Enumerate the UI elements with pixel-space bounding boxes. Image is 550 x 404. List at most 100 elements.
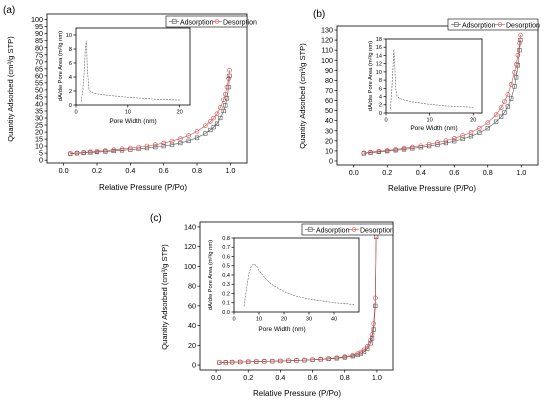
legend-c: Adsorption Desorption <box>301 223 394 236</box>
data-point-desorption-b <box>502 99 507 104</box>
data-point-desorption-b <box>410 144 415 150</box>
data-point-desorption-b <box>443 138 449 143</box>
axis-b-ytick-label: 20 <box>325 136 333 145</box>
axis-a-xtick-label: 1.0 <box>225 166 235 175</box>
data-point-desorption-c <box>373 295 378 301</box>
axis-a-ytick-label: 10 <box>35 142 43 151</box>
data-point-desorption-b <box>418 143 424 149</box>
data-point-desorption-c <box>350 352 356 358</box>
x-axis-label-a: Relative Pressure (P/Po) <box>99 183 187 192</box>
inset-axis-b-ytick-label: 16 <box>376 45 382 51</box>
inset-x-ticks-a: 0 10 20 <box>74 105 183 116</box>
data-point-desorption-c <box>278 358 283 364</box>
inset-axis-c-ytick-label: 0.5 <box>222 264 230 270</box>
x-ticks-a: 0.0 0.2 0.4 0.6 0.8 1.0 <box>59 163 235 175</box>
data-point-desorption-a <box>81 150 86 155</box>
inset-axis-c-ytick-label: 0.3 <box>222 282 230 288</box>
data-point-desorption-b <box>426 141 432 147</box>
inset-axis-b-ytick-label: 12 <box>376 62 382 68</box>
axis-b-ytick-label: 50 <box>325 106 333 115</box>
data-point-desorption-b <box>435 140 440 145</box>
series-line-desorption-a <box>70 70 230 154</box>
plot-frame-a <box>46 13 248 164</box>
inset-x-label-c: Pore Width (nm) <box>258 326 305 333</box>
data-point-adsorption-b <box>435 142 440 147</box>
legend-label-adsorption-c: Adsorption <box>316 228 350 235</box>
inset-axis-a-xtick-label: 0 <box>74 110 77 116</box>
axis-b-xtick-label: 0.0 <box>349 168 359 177</box>
data-point-desorption-c <box>342 354 348 359</box>
axis-a-ytick-label: 15 <box>35 135 43 144</box>
data-point-desorption-c <box>371 321 377 326</box>
axis-b-ytick-label: 110 <box>322 46 333 55</box>
data-point-desorption-a <box>103 148 108 153</box>
data-point-desorption-a <box>161 140 166 146</box>
inset-axis-a-xtick-label: 20 <box>177 110 183 116</box>
data-point-adsorption-b <box>502 110 507 115</box>
inset-axis-b-ytick-label: 2 <box>379 103 382 109</box>
data-point-adsorption-c <box>373 303 378 308</box>
axis-a-ytick-label: 60 <box>35 71 43 80</box>
axis-a-xtick-label: 0.6 <box>159 166 169 175</box>
data-point-desorption-a <box>136 144 141 150</box>
data-point-adsorption-a <box>194 135 200 140</box>
data-point-desorption-b <box>393 147 398 152</box>
inset-axis-b-xtick-label: 10 <box>427 118 433 124</box>
data-point-desorption-c <box>364 344 370 349</box>
inset-curve-a <box>80 40 180 102</box>
data-point-adsorption-a <box>144 146 150 151</box>
data-point-adsorption-b <box>505 104 510 109</box>
data-point-desorption-a <box>153 142 158 148</box>
data-point-desorption-a <box>226 76 231 81</box>
data-point-adsorption-a <box>178 140 183 146</box>
data-point-adsorption-c <box>371 327 376 332</box>
inset-y-label-a: dA/dw Pore Area (m²/g nm) <box>58 31 64 101</box>
legend-b: Adsorption Desorption <box>447 18 540 31</box>
data-point-desorption-c <box>302 357 307 363</box>
axis-b-ytick-label: 120 <box>321 36 333 45</box>
data-point-adsorption-b <box>477 130 482 135</box>
data-point-desorption-a <box>218 105 223 110</box>
inset-curve-b <box>390 49 474 109</box>
inset-axis-a-ytick-label: 6 <box>69 61 72 67</box>
legend-label-adsorption-b: Adsorption <box>462 23 496 30</box>
inset-axis-c-xtick-label: 20 <box>281 317 287 323</box>
data-point-desorption-a <box>223 91 228 97</box>
inset-b: 0 2 4 6 8 10 12 14 16 18 0 10 20 dA/dw Pore Area (m… <box>368 37 483 132</box>
series-a <box>68 67 232 156</box>
y-ticks-c: 0 20 40 60 80 100 120 140 <box>184 222 200 370</box>
data-point-desorption-b <box>477 125 482 131</box>
inset-axis-a-xtick-label: 10 <box>125 110 131 116</box>
data-point-desorption-a <box>224 84 230 90</box>
axis-b-xtick-label: 0.6 <box>449 168 459 177</box>
data-point-adsorption-b <box>514 75 519 80</box>
inset-x-ticks-c: 0 10 20 30 40 <box>232 312 337 323</box>
axis-a-ytick-label: 25 <box>35 121 43 130</box>
data-point-desorption-b <box>508 82 514 87</box>
data-point-adsorption-a <box>153 145 158 150</box>
inset-frame-b <box>385 38 483 114</box>
axis-c-ytick-label: 120 <box>184 242 196 251</box>
data-point-desorption-c <box>223 360 229 365</box>
axis-c-ytick-label: 0 <box>192 361 196 370</box>
data-point-desorption-b <box>376 149 382 154</box>
data-point-adsorption-b <box>512 84 517 89</box>
axis-a-ytick-label: 50 <box>35 85 43 94</box>
axis-c-ytick-label: 140 <box>184 222 196 231</box>
axis-b-ytick-label: 100 <box>321 56 333 65</box>
inset-frame-c <box>233 237 360 313</box>
data-point-desorption-b <box>361 150 367 156</box>
inset-c: 0.0 0.1 0.2 0.3 0.4 0.5 0.6 0.7 0.8 0 10 20 30 40 dA… <box>208 236 360 333</box>
data-point-adsorption-a <box>221 108 226 114</box>
axis-a-xtick-label: 0.4 <box>125 166 135 175</box>
data-point-adsorption-a <box>186 138 191 143</box>
inset-x-label-a: Pore Width (nm) <box>109 118 156 125</box>
axis-a-ytick-label: 45 <box>35 92 43 101</box>
axis-c-xtick-label: 0.4 <box>275 373 285 382</box>
data-point-adsorption-b <box>494 119 499 124</box>
inset-axis-a-ytick-label: 4 <box>69 75 72 81</box>
axis-a-ytick-label: 85 <box>35 36 43 45</box>
series-line-desorption-b <box>363 35 521 154</box>
data-point-desorption-a <box>214 111 220 117</box>
